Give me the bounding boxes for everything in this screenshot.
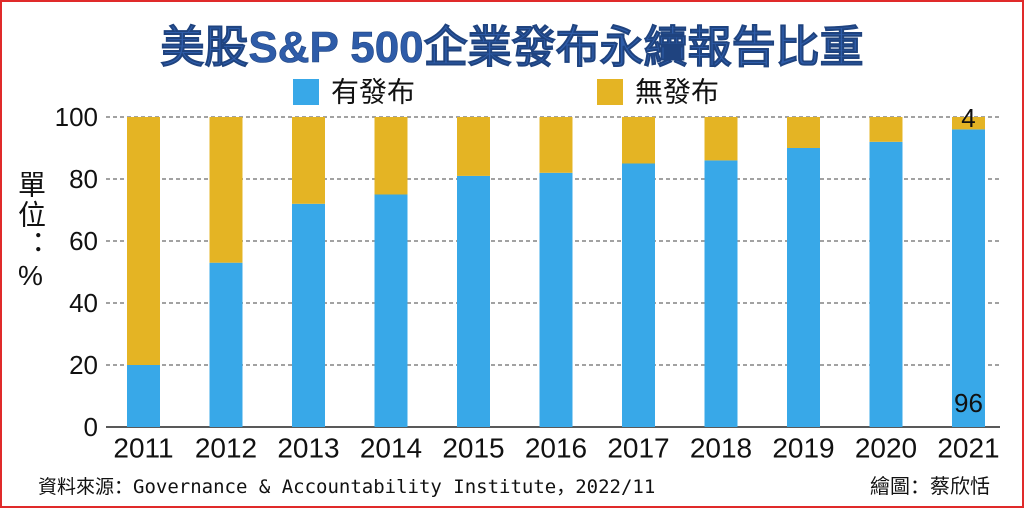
bar-not-published-2017 [622,117,655,164]
y-tick-label-40: 40 [69,288,98,318]
source-note: 資料來源：Governance & Accountability Institu… [38,476,655,498]
y-tick-label-20: 20 [69,350,98,380]
bar-published-2012 [209,262,243,427]
y-tick-label-100: 100 [55,102,98,132]
bar-not-published-2020 [869,117,903,142]
data-label-published-2021: 96 [954,388,983,418]
bar-published-2017 [622,163,655,427]
x-tick-label-2021: 2021 [937,433,999,464]
x-tick-label-2016: 2016 [525,433,587,464]
x-tick-label-2011: 2011 [113,433,173,464]
x-tick-label-2014: 2014 [360,433,422,464]
x-tick-label-2017: 2017 [607,433,669,464]
bar-published-2013 [292,203,325,427]
x-tick-label-2012: 2012 [195,433,257,464]
y-tick-label-60: 60 [69,226,98,256]
bar-not-published-2016 [539,117,573,173]
legend-swatch-not-published [597,79,623,105]
x-tick-label-2020: 2020 [855,433,917,464]
x-tick-label-2019: 2019 [772,433,834,464]
bar-published-2019 [787,148,820,427]
bar-not-published-2019 [787,117,820,148]
bar-not-published-2018 [704,117,738,161]
bar-published-2018 [704,160,738,427]
chart-title: 美股S&P 500企業發布永續報告比重 [160,23,863,72]
x-tick-label-2015: 2015 [442,433,504,464]
data-label-not-published-2021: 4 [961,103,975,133]
data-labels: 4 96 [954,103,983,418]
bar-published-2014 [374,194,408,427]
bar-not-published-2012 [209,117,243,263]
bar-not-published-2011 [127,117,160,365]
legend-label-published: 有發布 [331,77,415,108]
bar-not-published-2013 [292,117,325,204]
y-axis-label: 單位：% [15,170,46,293]
bar-not-published-2021 [952,117,985,130]
credit-note: 繪圖：蔡欣恬 [870,475,990,498]
bars [127,117,985,428]
bar-published-2016 [539,172,573,427]
legend-label-not-published: 無發布 [635,77,719,108]
y-tick-label-80: 80 [69,164,98,194]
y-tick-label-0: 0 [84,412,98,442]
legend-swatch-published [293,79,319,105]
bar-published-2011 [127,365,160,427]
x-tick-label-2013: 2013 [277,433,339,464]
bar-published-2021 [952,129,985,427]
bar-published-2015 [457,175,490,427]
bar-not-published-2014 [374,117,408,195]
bar-published-2020 [869,141,903,428]
legend: 有發布 無發布 [293,77,719,108]
bar-not-published-2015 [457,117,490,176]
y-axis-ticks: 0 20 40 60 80 100 [55,102,98,442]
x-axis-ticks: 2011 2012 2013 2014 2015 2016 2017 2018 2019 2020… [113,433,999,464]
x-tick-label-2018: 2018 [690,433,752,464]
